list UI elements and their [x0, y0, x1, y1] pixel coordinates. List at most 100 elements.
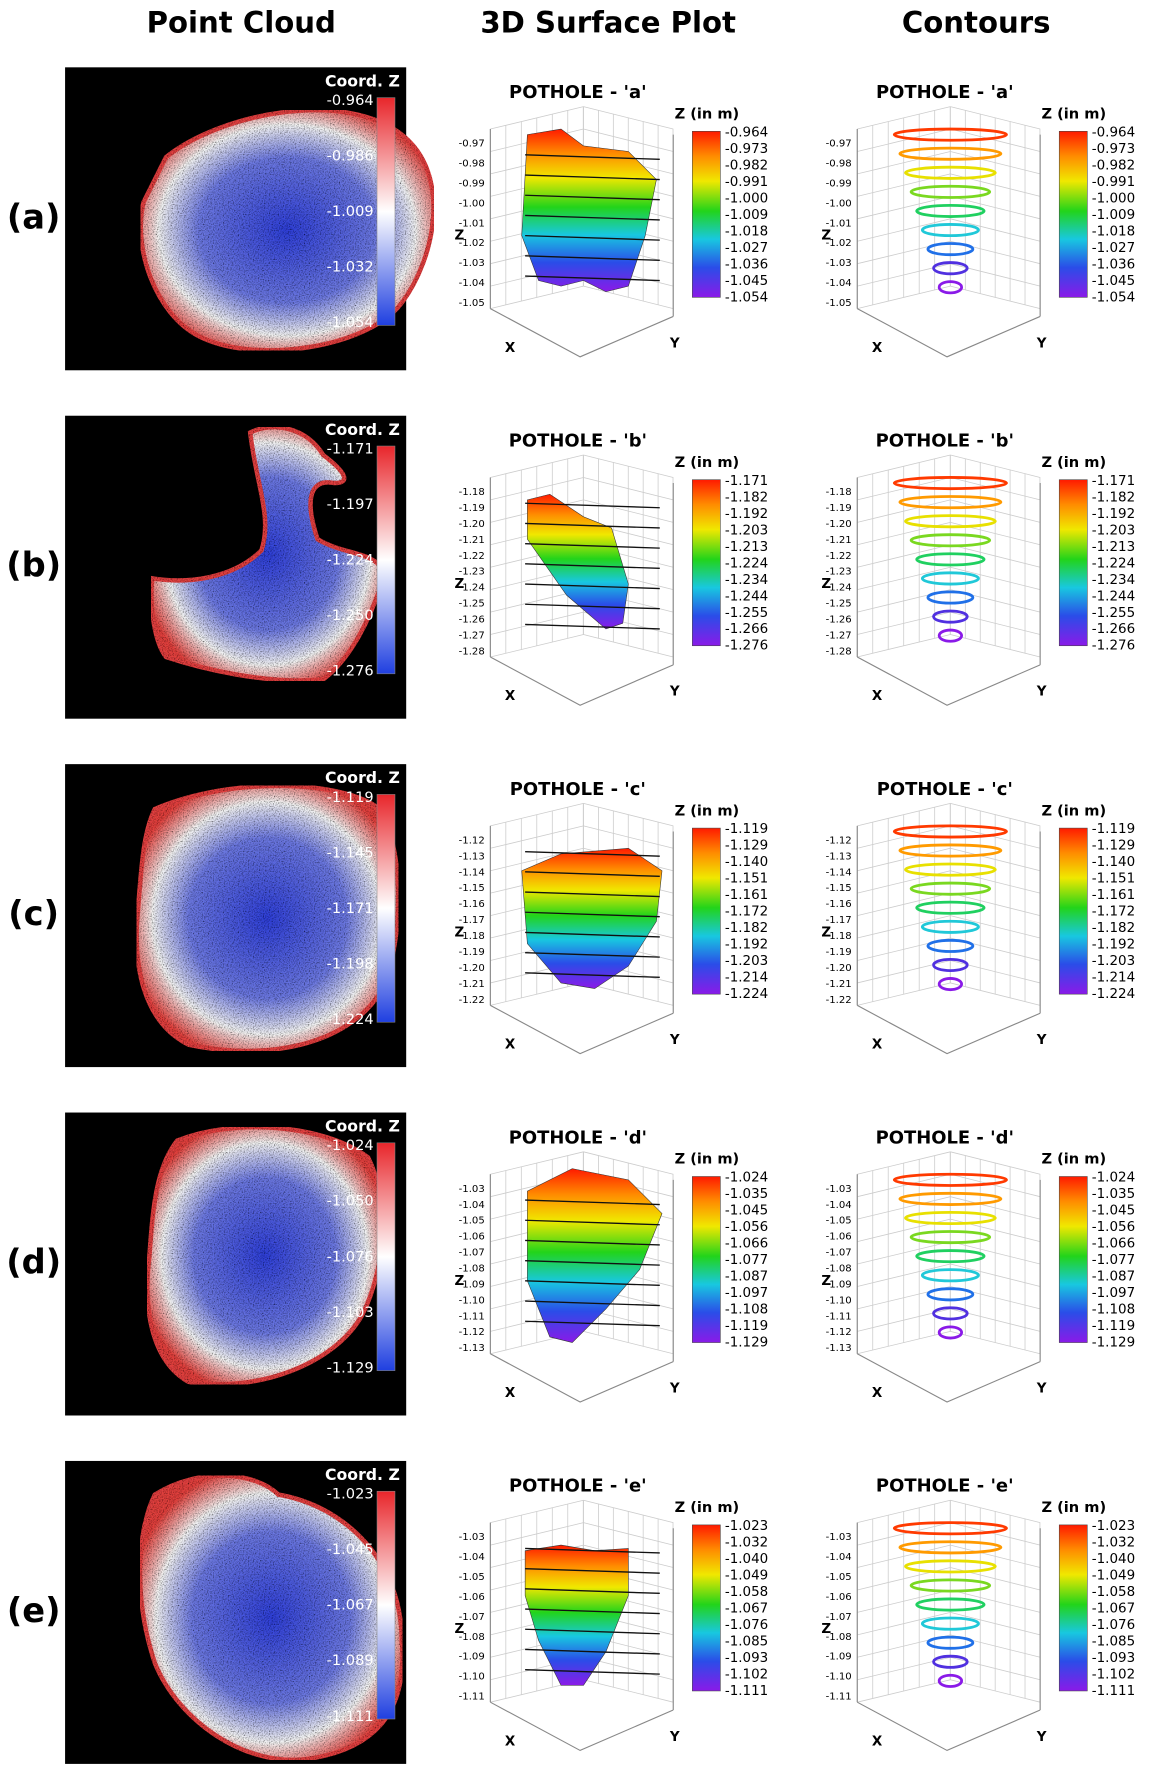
colorbar-tick-label: -1.089 [327, 1652, 374, 1669]
z-tick-label: -1.05 [826, 1216, 852, 1227]
surface-plot: POTHOLE - 'e'-1.03-1.04-1.05-1.06-1.07-1… [454, 1476, 768, 1751]
axis-label: Y [669, 1033, 680, 1048]
axis-label: X [505, 1734, 516, 1749]
colorbar [692, 1176, 720, 1342]
colorbar-tick-label: -1.032 [1092, 1536, 1135, 1551]
colorbar-tick-label: -1.035 [725, 1187, 768, 1202]
colorbar-tick-label: -1.119 [327, 789, 374, 806]
colorbar-tick-label: -1.108 [725, 1303, 768, 1318]
plot-title: POTHOLE - 'd' [876, 1127, 1014, 1148]
colorbar-tick-label: -1.182 [725, 921, 768, 936]
colorbar-tick-label: -1.111 [725, 1684, 768, 1699]
colorbar-tick-label: -1.172 [725, 905, 768, 920]
axis-label: Y [1036, 1033, 1047, 1048]
colorbar-tick-label: -1.054 [327, 314, 374, 331]
page: Point Cloud3D Surface PlotContours(a)Coo… [0, 0, 1149, 1774]
colorbar-tick-label: -1.097 [725, 1286, 768, 1301]
z-tick-label: -1.13 [826, 851, 852, 862]
colorbar [1059, 1525, 1087, 1691]
column-header: Contours [902, 6, 1051, 40]
colorbar-tick-label: -1.067 [327, 1597, 374, 1614]
axis-label: Z [454, 577, 464, 592]
plot-title: POTHOLE - 'a' [876, 82, 1014, 103]
z-tick-label: -1.07 [826, 1248, 852, 1259]
axis-label: X [505, 689, 516, 704]
colorbar-tick-label: -1.009 [725, 208, 768, 223]
surface-plot: POTHOLE - 'a'-0.97-0.98-0.99-1.00-1.01-1… [454, 82, 768, 357]
colorbar-tick-label: -1.045 [1092, 1204, 1135, 1219]
colorbar-title: Coord. Z [325, 768, 400, 787]
row-label: (a) [7, 197, 60, 236]
z-tick-label: -1.10 [826, 1672, 852, 1683]
axis-label: Z [454, 1622, 464, 1637]
colorbar-tick-label: -1.145 [327, 844, 374, 861]
colorbar-tick-label: -1.085 [1092, 1634, 1135, 1649]
z-tick-label: -1.03 [826, 258, 852, 269]
colorbar-tick-label: -1.203 [1092, 523, 1135, 538]
z-tick-label: -0.98 [459, 159, 485, 170]
z-tick-label: -1.12 [459, 1327, 485, 1338]
z-tick-label: -1.03 [826, 1184, 852, 1195]
z-tick-label: -1.05 [826, 298, 852, 309]
z-tick-label: -1.05 [459, 1572, 485, 1583]
colorbar-tick-label: -1.151 [725, 872, 768, 887]
z-tick-label: -1.07 [459, 1248, 485, 1259]
colorbar-tick-label: -1.077 [725, 1253, 768, 1268]
z-tick-label: -1.13 [826, 1343, 852, 1354]
colorbar-title: Z (in m) [675, 802, 740, 819]
colorbar-tick-label: -1.045 [1092, 274, 1135, 289]
colorbar-tick-label: -1.087 [1092, 1270, 1135, 1285]
colorbar-tick-label: -0.964 [725, 125, 768, 140]
plot-title: POTHOLE - 'a' [509, 82, 647, 103]
colorbar-tick-label: -1.192 [725, 938, 768, 953]
axis-label: Z [821, 577, 831, 592]
colorbar [1059, 480, 1087, 646]
colorbar-tick-label: -1.056 [1092, 1220, 1135, 1235]
colorbar-tick-label: -1.276 [1092, 639, 1135, 654]
z-tick-label: -1.04 [459, 1552, 485, 1563]
z-tick-label: -1.22 [826, 995, 852, 1006]
surface-shape [527, 1169, 662, 1343]
colorbar-tick-label: -1.224 [1092, 987, 1135, 1002]
contours-plot: POTHOLE - 'c'-1.12-1.13-1.14-1.15-1.16-1… [821, 779, 1135, 1054]
colorbar-tick-label: -0.964 [327, 92, 374, 109]
z-tick-label: -1.21 [826, 535, 852, 546]
z-tick-label: -1.14 [826, 867, 852, 878]
z-tick-label: -1.26 [826, 614, 852, 625]
colorbar-tick-label: -1.171 [327, 900, 374, 917]
colorbar-tick-label: -1.035 [1092, 1187, 1135, 1202]
colorbar-tick-label: -1.276 [725, 639, 768, 654]
z-tick-label: -1.25 [459, 599, 485, 610]
colorbar-tick-label: -0.964 [1092, 125, 1135, 140]
colorbar-title: Z (in m) [675, 1499, 740, 1516]
colorbar-tick-label: -1.182 [725, 490, 768, 505]
axis-label: Y [669, 1730, 680, 1745]
plot-title: POTHOLE - 'e' [509, 1476, 647, 1497]
colorbar-tick-label: -1.224 [327, 1011, 374, 1028]
z-tick-label: -1.22 [826, 551, 852, 562]
colorbar-title: Z (in m) [675, 105, 740, 122]
axis-label: X [872, 341, 883, 356]
row-label: (e) [7, 1591, 61, 1630]
colorbar-tick-label: -1.093 [1092, 1651, 1135, 1666]
colorbar [377, 446, 395, 674]
colorbar-tick-label: -1.102 [725, 1667, 768, 1682]
z-tick-label: -0.97 [826, 139, 852, 150]
colorbar-title: Z (in m) [1042, 105, 1107, 122]
z-tick-label: -1.28 [826, 646, 852, 657]
z-tick-label: -1.20 [826, 963, 852, 974]
axis-label: Z [821, 1622, 831, 1637]
z-tick-label: -1.19 [826, 947, 852, 958]
z-tick-label: -1.22 [459, 995, 485, 1006]
z-tick-label: -1.13 [459, 851, 485, 862]
colorbar-title: Coord. Z [325, 1117, 400, 1136]
colorbar-tick-label: -1.129 [725, 839, 768, 854]
colorbar [377, 794, 395, 1022]
colorbar-tick-label: -1.198 [327, 955, 374, 972]
axis-label: Z [821, 925, 831, 940]
colorbar-tick-label: -1.266 [725, 622, 768, 637]
colorbar-tick-label: -1.049 [1092, 1569, 1135, 1584]
axis-label: Y [669, 685, 680, 700]
z-tick-label: -1.04 [826, 278, 852, 289]
z-tick-label: -1.00 [826, 198, 852, 209]
